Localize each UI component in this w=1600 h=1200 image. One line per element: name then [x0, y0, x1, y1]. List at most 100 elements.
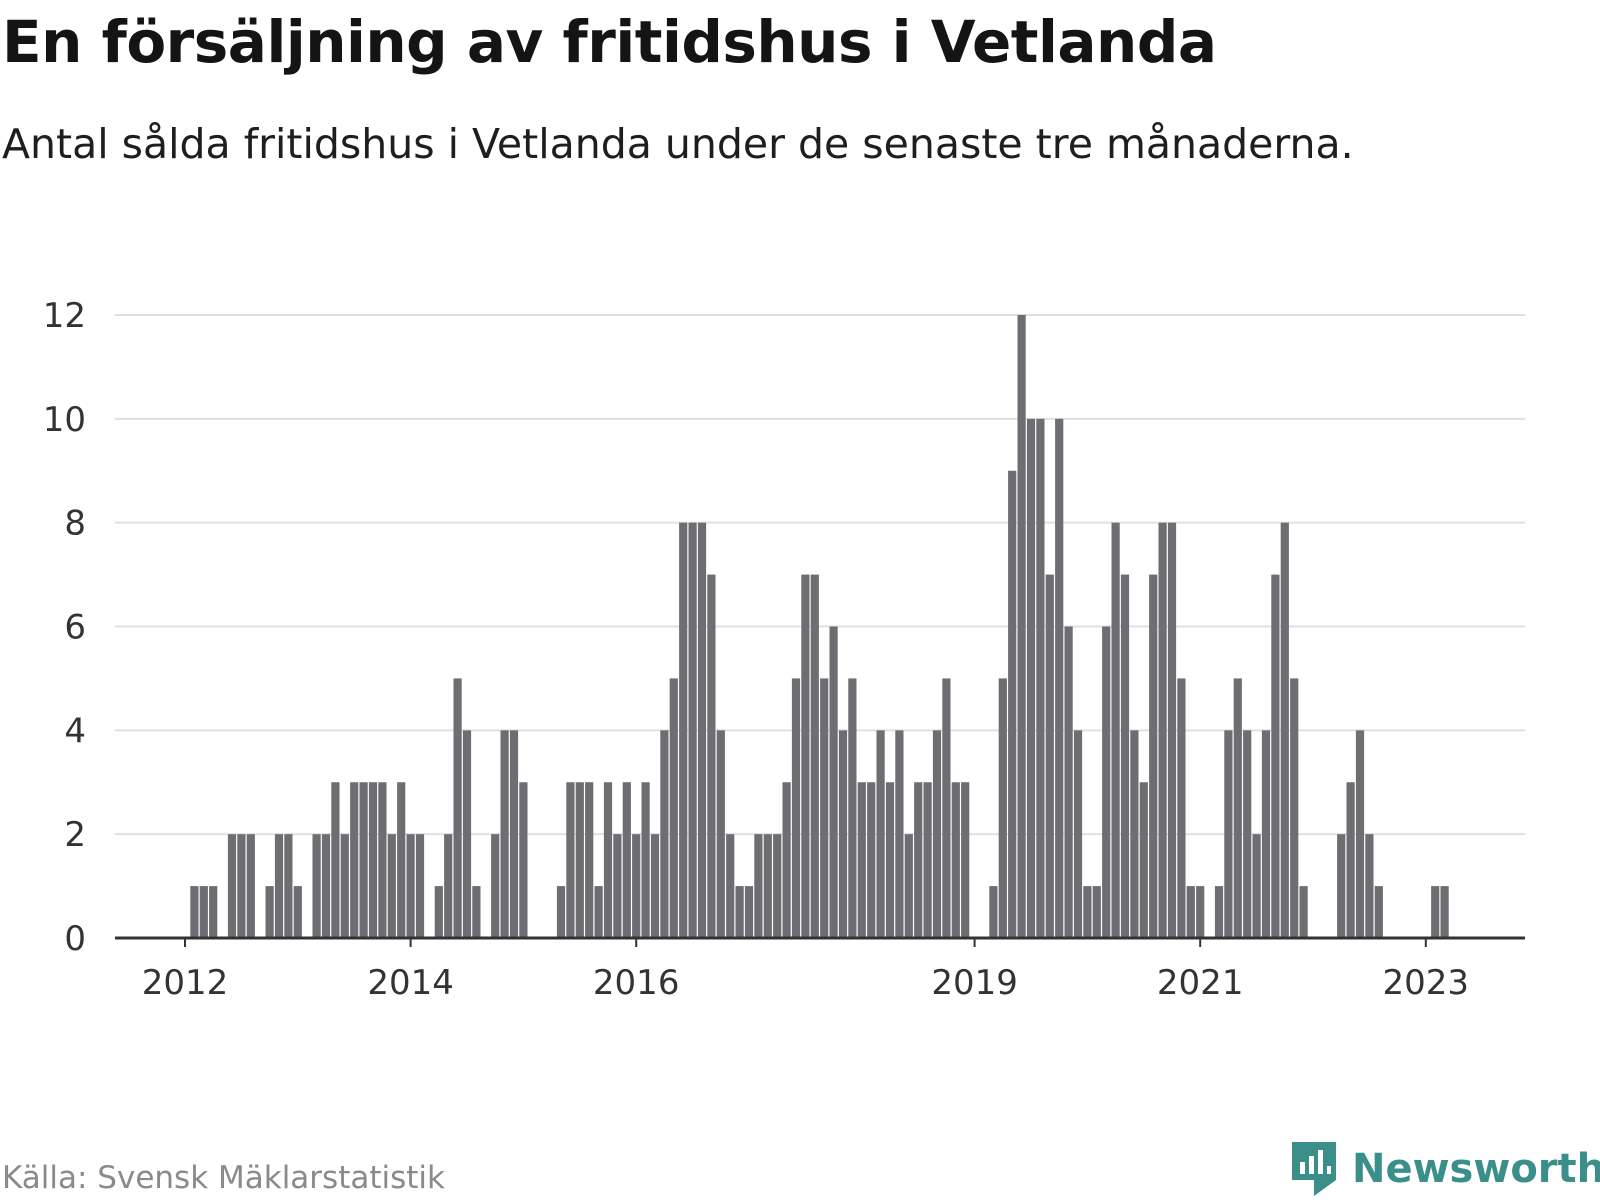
bar [1261, 730, 1271, 938]
bar [566, 782, 575, 938]
grid-lines [115, 314, 1525, 836]
x-tick-label: 2019 [931, 963, 1018, 1003]
bar [726, 834, 735, 938]
bar [1337, 834, 1346, 938]
bar [350, 782, 359, 938]
bar [1440, 886, 1449, 938]
bar [1026, 418, 1036, 938]
bar [885, 782, 895, 938]
bar [622, 782, 631, 938]
bar [1083, 886, 1092, 938]
bar [378, 782, 387, 938]
bar [1346, 782, 1355, 938]
bar [754, 834, 763, 938]
bar [453, 678, 462, 938]
bar [763, 834, 772, 938]
bar [472, 886, 481, 938]
bar [387, 834, 396, 938]
bar [274, 834, 284, 938]
y-tick-label: 4 [64, 711, 86, 751]
bar [1017, 315, 1026, 938]
bar [1064, 626, 1073, 938]
bar [1374, 886, 1383, 938]
bar [1431, 886, 1440, 938]
brand-name: Newsworthy [1352, 1146, 1600, 1192]
bar [895, 730, 904, 938]
bar [1036, 418, 1045, 938]
source-note: Källa: Svensk Mäklarstatistik [2, 1160, 445, 1196]
bar [519, 782, 528, 938]
bar [1252, 834, 1261, 938]
bar [227, 834, 237, 938]
bar [679, 522, 688, 938]
y-tick-labels: 0 2 4 6 8 10 12 [43, 296, 86, 959]
x-tick-label: 2016 [593, 963, 680, 1003]
bar [406, 834, 415, 938]
y-tick-label: 12 [43, 296, 86, 336]
bar [444, 834, 453, 938]
x-tick-label: 2014 [367, 963, 454, 1003]
bar [904, 834, 913, 938]
bar [265, 886, 274, 938]
bar [491, 834, 500, 938]
bar [1214, 886, 1224, 938]
bar [876, 730, 885, 938]
bar [603, 782, 613, 938]
bar [1073, 730, 1083, 938]
y-tick-label: 10 [43, 400, 86, 440]
newsworthy-logo-icon [1292, 1142, 1336, 1196]
x-tick-label: 2021 [1157, 963, 1244, 1003]
bar [923, 782, 932, 938]
bar [368, 782, 378, 938]
bar [782, 782, 791, 938]
bar [1243, 730, 1252, 938]
bar [1055, 418, 1064, 938]
bar [998, 678, 1007, 938]
bar [1092, 886, 1101, 938]
bar [669, 678, 678, 938]
bar [359, 782, 368, 938]
bars [190, 315, 1449, 938]
annotations: 1 [1528, 0, 1550, 9]
bar [801, 574, 810, 938]
bar [397, 782, 406, 938]
bar [1280, 522, 1289, 938]
bar [1130, 730, 1139, 938]
bar [1139, 782, 1148, 938]
bar [829, 626, 838, 938]
y-tick-label: 6 [64, 608, 86, 648]
bar [246, 834, 255, 938]
bar [697, 522, 707, 938]
bar [462, 730, 472, 938]
bar [1045, 574, 1054, 938]
bar [1233, 678, 1242, 938]
bar [1177, 678, 1186, 938]
bar [284, 834, 293, 938]
bar [1008, 470, 1017, 938]
bar [209, 886, 218, 938]
bar [791, 678, 801, 938]
bar [773, 834, 782, 938]
highlight-value-label: 1 [1528, 0, 1550, 9]
bar [1111, 522, 1120, 938]
bar [1149, 574, 1158, 938]
bar [989, 886, 998, 938]
bar [556, 886, 566, 938]
x-tick-marks [184, 938, 1427, 947]
bar [1290, 678, 1299, 938]
bar [1186, 886, 1195, 938]
x-tick-label: 2012 [142, 963, 229, 1003]
chart-title: En försäljning av fritidshus i Vetlanda [2, 8, 1217, 76]
bar [1299, 886, 1308, 938]
bar [820, 678, 829, 938]
bar [199, 886, 208, 938]
y-tick-label: 2 [64, 815, 86, 855]
bar [237, 834, 246, 938]
bar [632, 834, 641, 938]
bar [857, 782, 866, 938]
bar [585, 782, 594, 938]
bar [312, 834, 321, 938]
bar [744, 886, 754, 938]
bar [1102, 626, 1111, 938]
bar [810, 574, 819, 938]
